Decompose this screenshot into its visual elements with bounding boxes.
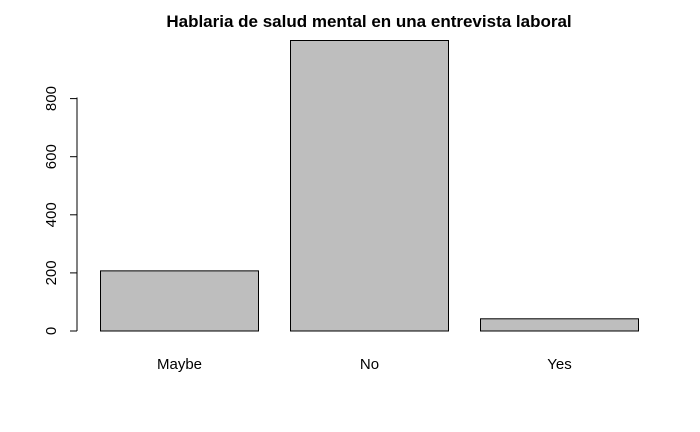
y-axis-ticks: 0 200 400 600 800 [43, 86, 77, 335]
x-axis-labels: Maybe No Yes [157, 356, 572, 373]
bar-no [290, 40, 449, 332]
y-tick-label: 0 [43, 327, 60, 335]
y-tick-label: 800 [43, 86, 60, 111]
bar-yes [480, 318, 639, 332]
y-tick-label: 600 [43, 144, 60, 169]
x-category-label: No [360, 356, 379, 373]
bar-maybe [100, 270, 259, 332]
x-category-label: Maybe [157, 356, 202, 373]
y-tick-label: 200 [43, 260, 60, 285]
bars-group [100, 40, 639, 332]
x-category-label: Yes [547, 356, 571, 373]
y-tick-label: 400 [43, 202, 60, 227]
chart-title: Hablaria de salud mental en una entrevis… [166, 12, 571, 31]
